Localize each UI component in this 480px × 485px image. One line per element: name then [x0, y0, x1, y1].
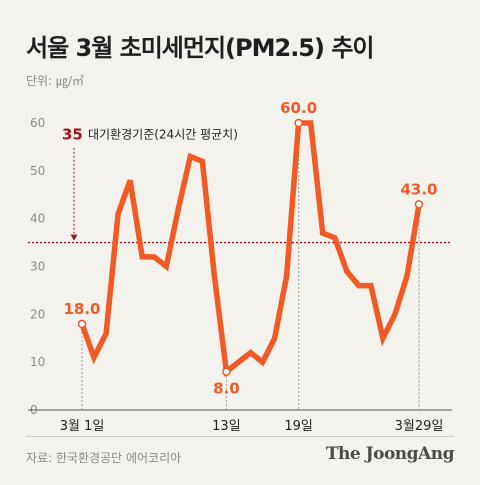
page-title: 서울 3월 초미세먼지(PM2.5) 추이: [26, 34, 374, 62]
data-label: 60.0: [280, 99, 317, 117]
y-tick-label: 30: [30, 260, 45, 274]
y-tick-label: 50: [30, 164, 45, 178]
data-label: 18.0: [63, 300, 100, 318]
data-label: 43.0: [400, 180, 437, 198]
source-credit: 자료: 한국환경공단 에어코리아: [26, 451, 182, 465]
data-point-marker: [77, 319, 87, 329]
y-tick-label: 10: [30, 355, 45, 369]
y-tick-label: 20: [30, 307, 45, 321]
data-label: 8.0: [213, 380, 240, 398]
y-tick-label: 40: [30, 212, 45, 226]
x-tick-label: 3월 1일: [60, 419, 105, 434]
data-point-marker: [294, 118, 303, 128]
brand-logo: The JoongAng: [325, 444, 455, 464]
threshold-arrow-head: [70, 234, 78, 241]
x-tick-label: 13일: [212, 419, 241, 434]
footer-divider: [26, 436, 454, 437]
series-line: [79, 120, 422, 377]
x-tick-label: 19일: [284, 419, 313, 434]
threshold-label: 대기환경기준(24시간 평균치): [88, 128, 238, 142]
unit-label: 단위: ㎍/㎥: [26, 74, 84, 88]
data-point-marker: [414, 200, 424, 209]
threshold-value-label: 35: [62, 126, 83, 144]
y-tick-label: 60: [30, 116, 45, 130]
data-point-marker: [222, 367, 231, 376]
x-tick-label: 3월29일: [395, 419, 444, 434]
